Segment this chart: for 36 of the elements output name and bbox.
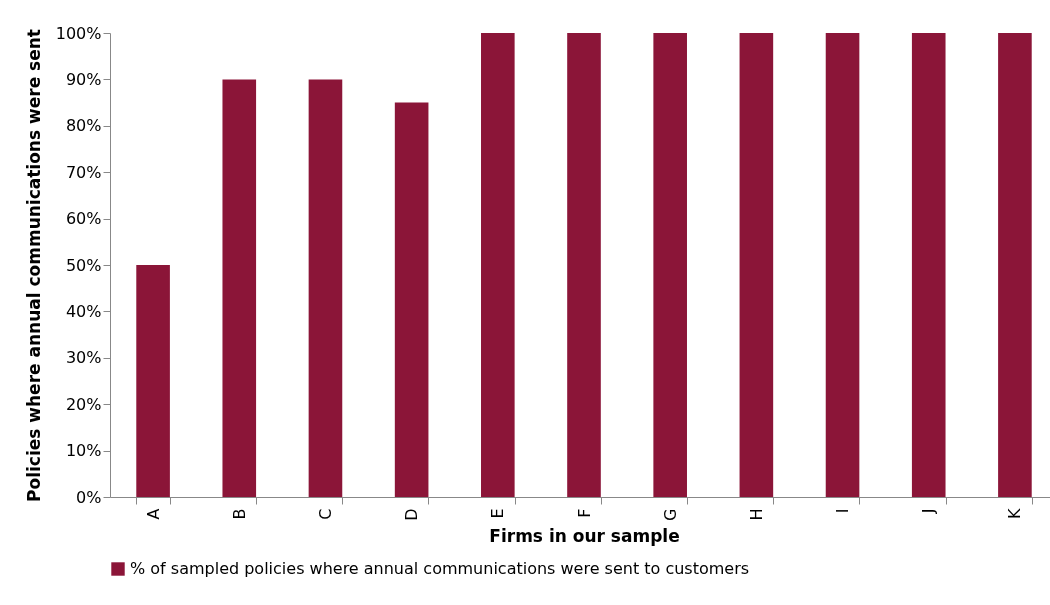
bar xyxy=(136,265,170,497)
y-tick-label: 90% xyxy=(65,69,102,89)
bar xyxy=(739,33,774,497)
y-axis-title: Policies where annual communications were sent xyxy=(23,29,44,502)
bar xyxy=(653,33,687,497)
x-tick-label: J xyxy=(919,508,939,515)
bar xyxy=(998,33,1032,497)
y-tick-label: 60% xyxy=(65,209,102,229)
y-tick-label: 80% xyxy=(65,116,102,136)
x-tick-label: D xyxy=(402,508,422,521)
y-tick-label: 70% xyxy=(65,162,102,182)
y-tick-label: 20% xyxy=(65,394,102,414)
x-tick-label: I xyxy=(833,508,853,514)
bar xyxy=(567,33,601,497)
y-tick-label: 50% xyxy=(65,255,102,275)
y-tick-label: 100% xyxy=(55,23,102,43)
x-tick-label: C xyxy=(315,508,335,520)
x-tick-label: G xyxy=(660,508,680,521)
y-tick-label: 0% xyxy=(76,487,102,507)
x-tick-label: F xyxy=(574,508,594,518)
bar xyxy=(825,33,860,497)
bar xyxy=(222,79,257,497)
bar xyxy=(394,102,429,497)
x-tick-label: B xyxy=(229,508,249,520)
legend-label: % of sampled policies where annual communications were sent to customers xyxy=(130,559,750,578)
bar xyxy=(911,33,946,497)
bar xyxy=(308,79,343,497)
y-tick-label: 30% xyxy=(65,348,102,368)
bar xyxy=(481,33,515,497)
x-tick-label: A xyxy=(143,508,163,520)
y-tick-label: 40% xyxy=(65,301,102,321)
x-tick-label: H xyxy=(746,508,766,521)
x-axis-title: Firms in our sample xyxy=(489,525,680,546)
x-tick-label: K xyxy=(1005,508,1025,519)
y-tick-label: 10% xyxy=(65,441,102,461)
x-tick-label: E xyxy=(488,508,508,519)
